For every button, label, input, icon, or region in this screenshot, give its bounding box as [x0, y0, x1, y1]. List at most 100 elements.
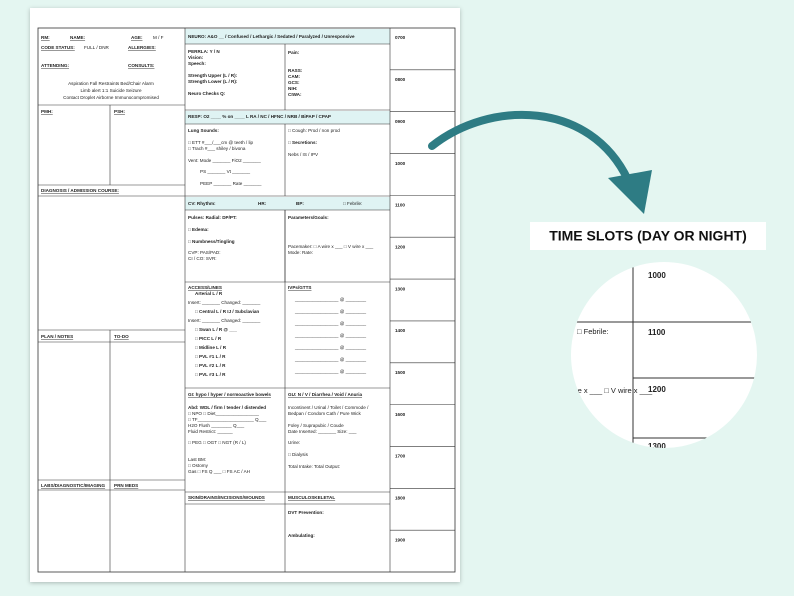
form-text: □ PEG □ OGT □ NGT (R / L) — [188, 440, 246, 445]
form-text: Gas □ FS Q ___ □ FS AC / AH — [188, 469, 250, 474]
form-text: □ PVL #3 L / R — [195, 372, 226, 377]
form-text: □ Ostomy — [188, 463, 209, 468]
form-text: _________________ @ ________ — [294, 297, 367, 302]
time-slot: 1700 — [395, 454, 406, 459]
form-text: □ PICC L / R — [195, 336, 222, 341]
form-text: DVT Prevention: — [288, 510, 324, 515]
form-text: CAM: — [288, 74, 300, 79]
time-slot: 1300 — [395, 286, 406, 291]
form-text: MUSCULOSKELETAL — [288, 495, 335, 500]
form-text: □ Central L / R IJ / Subclavian — [195, 309, 259, 314]
form-text: PEEP _______ Rate _______ — [200, 181, 262, 186]
zoom-text: wire x ___ □ V wire x ___ — [567, 386, 653, 395]
form-text: Bedpan / Condom Cath / Pure Wick — [288, 411, 361, 416]
form-text: Parameters/Goals: — [288, 215, 329, 220]
form-text: □ Febrile: — [343, 201, 362, 206]
form-text: HR: — [258, 201, 267, 206]
precaution: Limb alert 1:1 Suicide Seizure — [80, 88, 141, 93]
form-text: ALLERGIES: — [128, 45, 156, 50]
time-slot: 1600 — [395, 412, 406, 417]
form-text: Incontinent / Urinal / Toilet / Commode … — [288, 405, 369, 410]
form-text: PERRLA: Y / N — [188, 49, 220, 54]
time-slot: 1400 — [395, 328, 406, 333]
form-text: □ Secretions: — [288, 140, 318, 145]
form-text: Abd: WDL / firm / tender / distended — [188, 405, 266, 410]
form-text: GI: hypo / hyper / normoactive bowels — [188, 392, 271, 397]
zoom-circle — [571, 262, 757, 448]
sheet — [30, 8, 460, 582]
form-text: □ Numbness/Tingling — [188, 239, 235, 244]
form-text: Strength Upper (L / R): — [188, 73, 238, 78]
form-text: Pacemaker: □ A wire x ___ □ V wire x ___ — [288, 244, 374, 249]
form-text: PSH: — [114, 109, 125, 114]
form-text: CIWA: — [288, 92, 302, 97]
form-text: Arterial L / R — [195, 291, 223, 296]
form-text: CONSULTS: — [128, 63, 155, 68]
time-slot: 0700 — [395, 35, 406, 40]
time-slot: 1000 — [395, 161, 406, 166]
time-slot: 1200 — [395, 244, 406, 249]
form-text: ATTENDING: — [41, 63, 69, 68]
form-text: ACCESS/LINES — [188, 285, 222, 290]
form-text: DIAGNOSIS / ADMISSION COURSE: — [41, 188, 119, 193]
form-text: Nebs / IS / IPV — [288, 152, 319, 157]
form-text: TO-DO — [114, 334, 129, 339]
form-text: NAME: — [70, 35, 86, 40]
zoom-text: □ Febrile: — [577, 327, 609, 336]
form-text: GCS: — [288, 80, 300, 85]
form-text: CODE STATUS: — [41, 45, 75, 50]
form-text: RASS: — [288, 68, 303, 73]
form-text: CV: Rhythm: — [188, 201, 216, 206]
form-text: CI / CO: SVR: — [188, 256, 217, 261]
form-text: □ Trach #___ shiley / bivona — [188, 146, 246, 151]
form-text: □ Cough: Prod / non prod — [288, 128, 340, 133]
zoom-view: □ Febrile: als: wire x ___ □ V wire x __… — [547, 262, 757, 451]
form-text: Urine: — [288, 440, 300, 445]
form-text: Vent: Mode _______ FiO2 _______ — [188, 158, 261, 163]
form-text: □ PVL #1 L / R — [195, 354, 226, 359]
arrow — [428, 110, 632, 184]
form-text: Mode: Rate: — [288, 250, 313, 255]
form-text: H2O Flush ________ Q___ — [188, 423, 245, 428]
form-text: □ Midline L / R — [195, 345, 227, 350]
form-text: SKIN/DRAINS/INCISIONS/WOUNDS — [188, 495, 265, 500]
form-text: PMH: — [41, 109, 53, 114]
section-band — [185, 29, 390, 44]
form-text: NEURO: A&O __ / Confused / Lethargic / S… — [188, 34, 355, 39]
form-text: NIH: — [288, 86, 298, 91]
form-text: _________________ @ ________ — [294, 369, 367, 374]
form-text: _________________ @ ________ — [294, 309, 367, 314]
form: RM: NAME: AGE: M / F CODE STATUS: FULL / DNR A… — [37, 27, 456, 573]
time-slot: 1100 — [395, 203, 405, 208]
zoom-slot: 1000 — [648, 271, 666, 280]
form-text: IVPs/GTTS — [288, 285, 312, 290]
form-text: □ Dialysis — [288, 452, 309, 457]
form-text: PRN MEDS — [114, 483, 138, 488]
form-text: Pulses: Radial: DP/PT: — [188, 215, 237, 220]
form-text: Total Intake: Total Output: — [288, 464, 340, 469]
form-text: Foley / Suprapubic / Coude — [288, 423, 344, 428]
form-text: Date Inserted: _______ Size: ___ — [288, 429, 357, 434]
callout-box — [530, 222, 766, 250]
form-text: □ Edema: — [188, 227, 209, 232]
form-text: RESP: O2 ____ % on ____ L RA / NC / HFNC… — [188, 114, 331, 119]
zoom-slot: 1300 — [648, 442, 666, 451]
zoom-slot: 1100 — [648, 328, 666, 337]
zoom-text: als: — [547, 347, 560, 356]
form-text: AGE: — [131, 35, 143, 40]
time-slot: 0900 — [395, 119, 406, 124]
form-text: GU: N / V / Diarrhea / Void / Anuria — [288, 392, 362, 397]
form-text: □ NPO □ Diet_________________ — [188, 411, 259, 416]
form-text: PS _______ Vt _______ — [200, 169, 251, 174]
form-text: Ambulating: — [288, 533, 315, 538]
form-text: □ Swan L / R @ ___ — [195, 327, 237, 332]
precaution: Contact Droplet Airborne Immunocompromis… — [63, 95, 159, 100]
zoom-slot: 1200 — [648, 385, 666, 394]
time-slot: 0800 — [395, 77, 406, 82]
form-text: _________________ @ ________ — [294, 357, 367, 362]
form-text: _________________ @ ________ — [294, 321, 367, 326]
form-text: _________________ @ ________ — [294, 333, 367, 338]
form-text: □ PVL #2 L / R — [195, 363, 226, 368]
form-text: LABS/DIAGNOSTIC/IMAGING — [41, 483, 105, 488]
form-text: Last BM: — [188, 457, 206, 462]
